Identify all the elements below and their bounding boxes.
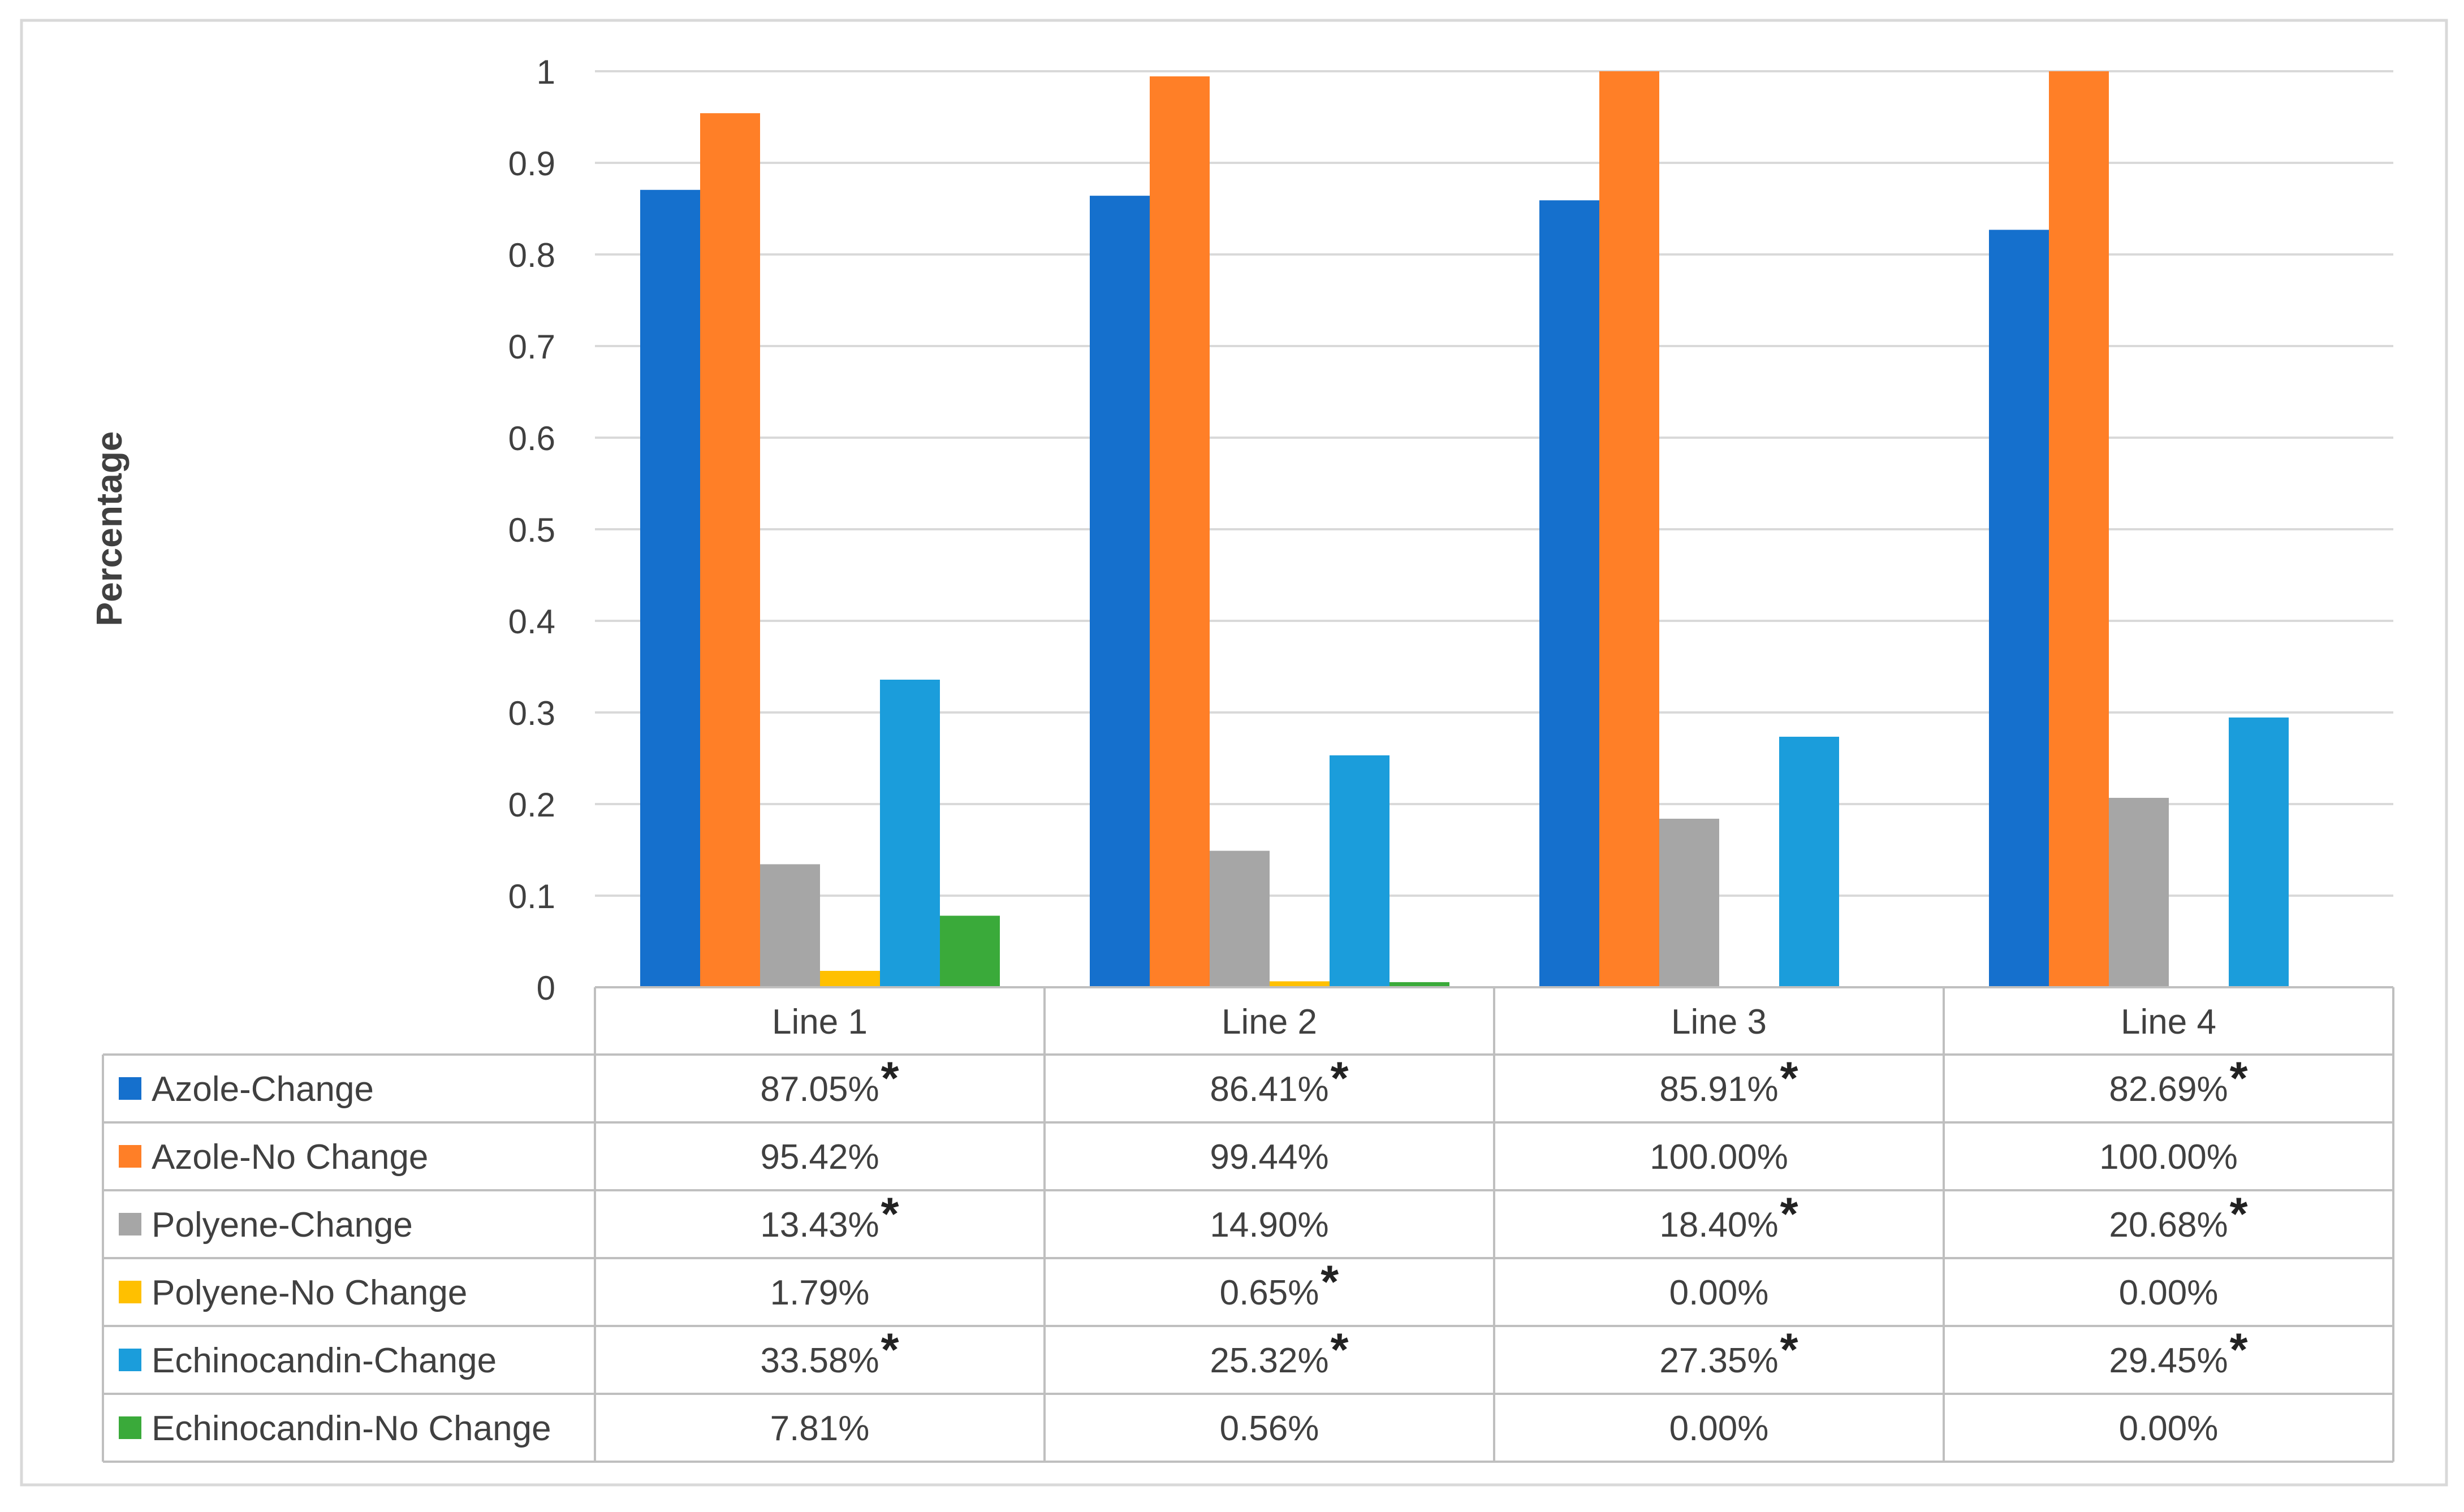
data-table: Line 1 Line 2 Line 3 Line 4 Azole-Change 87.0… — [102, 986, 2394, 1463]
bar-azole-change-3 — [1989, 230, 2049, 987]
y-axis-label: Percentage — [89, 431, 130, 626]
significance-star: * — [2230, 1189, 2248, 1240]
category-label: Line 2 — [1222, 1003, 1317, 1042]
data-label: 27.35% — [1659, 1341, 1778, 1380]
category-label: Line 1 — [772, 1003, 868, 1042]
bar-azole-no-change-1 — [1150, 76, 1210, 987]
bar-polyene-change-2 — [1659, 818, 1719, 987]
significance-star: * — [881, 1053, 899, 1104]
category-label: Line 3 — [1671, 1003, 1767, 1042]
significance-star: * — [2230, 1053, 2248, 1104]
y-tick-label: 0.9 — [508, 145, 555, 183]
bar-polyene-change-0 — [760, 864, 820, 987]
bar-azole-change-2 — [1539, 200, 1599, 987]
legend-key — [119, 1213, 141, 1235]
data-label: 99.44% — [1210, 1138, 1328, 1177]
bar-echinocandin-no-change-1 — [1389, 982, 1449, 987]
legend-label: Echinocandin-Change — [152, 1341, 497, 1380]
legend-key — [119, 1349, 141, 1371]
data-label: 87.05% — [760, 1070, 879, 1109]
y-tick-label: 0 — [537, 969, 555, 1007]
data-label: 0.00% — [2119, 1409, 2219, 1448]
y-tick-label: 0.8 — [508, 236, 555, 274]
data-label: 18.40% — [1659, 1206, 1778, 1245]
y-tick-label: 0.1 — [508, 878, 555, 915]
data-label: 1.79% — [770, 1273, 870, 1312]
significance-star: * — [1780, 1053, 1798, 1104]
significance-star: * — [1331, 1053, 1349, 1104]
y-tick-label: 0.7 — [508, 328, 555, 366]
data-label: 100.00% — [2099, 1138, 2238, 1177]
bar-echinocandin-change-2 — [1779, 736, 1839, 987]
data-label: 14.90% — [1210, 1206, 1328, 1245]
data-label: 13.43% — [760, 1206, 879, 1245]
bar-polyene-no-change-0 — [820, 971, 880, 987]
data-label: 0.56% — [1220, 1409, 1319, 1448]
significance-star: * — [1780, 1324, 1798, 1376]
y-tick-label: 0.3 — [508, 694, 555, 732]
significance-star: * — [1780, 1189, 1798, 1240]
y-axis: 0 0.1 0.2 0.3 0.4 0.5 0.6 0.7 0.8 0.9 1 — [508, 53, 555, 1007]
y-tick-label: 1 — [537, 53, 555, 91]
bar-echinocandin-change-3 — [2229, 717, 2289, 987]
data-label: 86.41% — [1210, 1070, 1328, 1109]
data-label: 33.58% — [760, 1341, 879, 1380]
legend-label: Azole-Change — [152, 1070, 374, 1109]
data-label: 100.00% — [1650, 1138, 1788, 1177]
significance-star: * — [1331, 1324, 1349, 1376]
data-label: 0.65% — [1220, 1273, 1319, 1312]
legend-key — [119, 1145, 141, 1168]
data-label: 0.00% — [1669, 1409, 1769, 1448]
bar-echinocandin-no-change-0 — [940, 915, 1000, 987]
legend-key — [119, 1416, 141, 1439]
y-tick-label: 0.4 — [508, 603, 555, 641]
legend-label: Polyene-Change — [152, 1206, 413, 1245]
significance-star: * — [1321, 1256, 1339, 1308]
legend-label: Polyene-No Change — [152, 1273, 467, 1312]
y-tick-label: 0.6 — [508, 420, 555, 457]
data-label: 7.81% — [770, 1409, 870, 1448]
data-label: 25.32% — [1210, 1341, 1328, 1380]
data-label: 82.69% — [2109, 1070, 2228, 1109]
significance-star: * — [881, 1324, 899, 1376]
bar-azole-change-0 — [640, 189, 700, 987]
bar-azole-change-1 — [1090, 196, 1150, 988]
legend-label: Echinocandin-No Change — [152, 1409, 551, 1448]
bar-polyene-no-change-1 — [1270, 981, 1330, 987]
bar-azole-no-change-2 — [1599, 71, 1659, 987]
y-tick-label: 0.5 — [508, 511, 555, 549]
bar-polyene-change-3 — [2109, 797, 2169, 987]
bar-echinocandin-change-0 — [880, 680, 940, 987]
legend-key — [119, 1077, 141, 1100]
data-label: 0.00% — [2119, 1273, 2219, 1312]
data-label: 0.00% — [1669, 1273, 1769, 1312]
legend-key — [119, 1281, 141, 1303]
significance-star: * — [881, 1189, 899, 1240]
significance-star: * — [2230, 1324, 2248, 1376]
bar-echinocandin-change-1 — [1330, 755, 1389, 987]
bar-azole-no-change-0 — [700, 113, 760, 987]
bars — [640, 71, 2289, 988]
bar-azole-no-change-3 — [2049, 71, 2109, 987]
data-label: 85.91% — [1659, 1070, 1778, 1109]
y-tick-label: 0.2 — [508, 786, 555, 824]
data-label: 95.42% — [760, 1138, 879, 1177]
bar-polyene-change-1 — [1210, 850, 1270, 987]
data-label: 29.45% — [2109, 1341, 2228, 1380]
data-label: 20.68% — [2109, 1206, 2228, 1245]
category-label: Line 4 — [2121, 1003, 2216, 1042]
legend-label: Azole-No Change — [152, 1138, 428, 1177]
